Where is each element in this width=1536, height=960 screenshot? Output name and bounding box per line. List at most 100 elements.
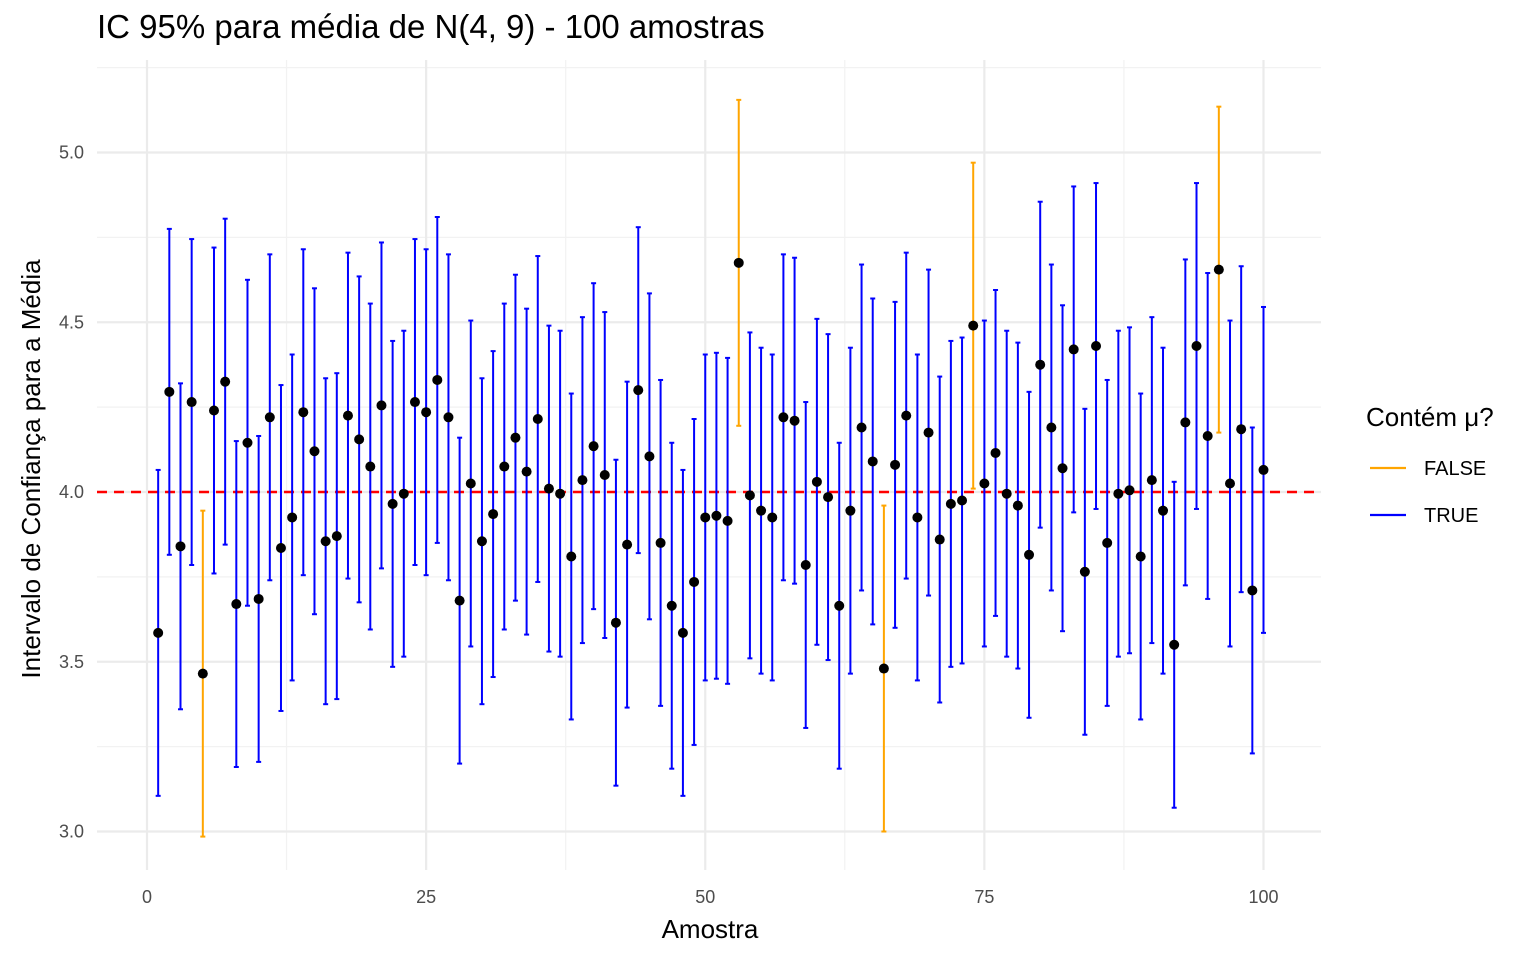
mean-point — [1247, 585, 1258, 596]
mean-point — [1001, 488, 1012, 499]
mean-point — [175, 541, 186, 552]
mean-point — [499, 461, 510, 472]
y-tick-label: 3.5 — [59, 652, 84, 672]
mean-point — [655, 537, 666, 548]
x-tick-label: 75 — [974, 887, 994, 907]
mean-point — [465, 478, 476, 489]
mean-point — [845, 505, 856, 516]
mean-point — [789, 415, 800, 426]
mean-point — [923, 427, 934, 438]
mean-point — [867, 456, 878, 467]
mean-point — [208, 405, 219, 416]
legend-entry: TRUE — [1370, 505, 1478, 527]
mean-point — [543, 483, 554, 494]
mean-point — [432, 374, 443, 385]
mean-point — [153, 627, 164, 638]
mean-point — [934, 534, 945, 545]
mean-point — [555, 488, 566, 499]
mean-point — [890, 459, 901, 470]
legend: Contém μ? FALSE TRUE — [1366, 402, 1494, 527]
mean-point — [1135, 551, 1146, 562]
mean-point — [1146, 475, 1157, 486]
mean-point — [700, 512, 711, 523]
mean-point — [1024, 549, 1035, 560]
mean-point — [253, 593, 264, 604]
mean-point — [354, 434, 365, 445]
mean-point — [800, 559, 811, 570]
mean-point — [365, 461, 376, 472]
mean-point — [476, 536, 487, 547]
mean-point — [376, 400, 387, 411]
mean-point — [287, 512, 298, 523]
mean-point — [421, 407, 432, 418]
mean-point — [912, 512, 923, 523]
mean-point — [1236, 424, 1247, 435]
mean-point — [957, 495, 968, 506]
mean-point — [756, 505, 767, 516]
mean-point — [1258, 464, 1269, 475]
points-layer — [153, 257, 1269, 679]
mean-point — [878, 663, 889, 674]
mean-point — [767, 512, 778, 523]
mean-point — [532, 414, 543, 425]
mean-point — [1113, 488, 1124, 499]
mean-point — [1202, 430, 1213, 441]
mean-point — [164, 386, 175, 397]
mean-point — [566, 551, 577, 562]
mean-point — [186, 397, 197, 408]
mean-point — [610, 617, 621, 628]
mean-point — [1068, 344, 1079, 355]
x-tick-label: 50 — [695, 887, 715, 907]
mean-point — [1057, 463, 1068, 474]
mean-point — [666, 600, 677, 611]
mean-point — [733, 257, 744, 268]
legend-entries: FALSE TRUE — [1370, 458, 1486, 527]
mean-point — [1225, 478, 1236, 489]
mean-point — [1158, 505, 1169, 516]
legend-label: TRUE — [1424, 505, 1478, 527]
mean-point — [979, 478, 990, 489]
mean-point — [331, 531, 342, 542]
x-tick-label: 0 — [142, 887, 152, 907]
mean-point — [488, 509, 499, 520]
mean-point — [220, 376, 231, 387]
mean-point — [599, 470, 610, 481]
mean-point — [242, 437, 253, 448]
mean-point — [644, 451, 655, 462]
mean-point — [1102, 537, 1113, 548]
y-tick-label: 4.5 — [59, 312, 84, 332]
mean-point — [1124, 485, 1135, 496]
mean-point — [309, 446, 320, 457]
legend-entry: FALSE — [1370, 458, 1486, 480]
legend-label: FALSE — [1424, 458, 1486, 480]
y-tick-label: 4.0 — [59, 482, 84, 502]
mean-point — [398, 488, 409, 499]
mean-point — [633, 385, 644, 396]
mean-point — [320, 536, 331, 547]
mean-point — [264, 412, 275, 423]
mean-point — [443, 412, 454, 423]
chart-title: IC 95% para média de N(4, 9) - 100 amost… — [97, 8, 765, 45]
y-tick-label: 5.0 — [59, 143, 84, 163]
mean-point — [1046, 422, 1057, 433]
mean-point — [722, 515, 733, 526]
mean-point — [711, 510, 722, 521]
mean-point — [1180, 417, 1191, 428]
mean-point — [945, 498, 956, 509]
mean-point — [197, 668, 208, 679]
y-axis-title: Intervalo de Confiança para a Média — [16, 259, 46, 679]
x-tick-label: 25 — [416, 887, 436, 907]
mean-point — [823, 492, 834, 503]
mean-point — [901, 410, 912, 421]
mean-point — [577, 475, 588, 486]
mean-point — [778, 412, 789, 423]
mean-point — [990, 447, 1001, 458]
mean-point — [968, 320, 979, 331]
mean-point — [588, 441, 599, 452]
mean-point — [856, 422, 867, 433]
mean-point — [387, 498, 398, 509]
mean-point — [1012, 500, 1023, 511]
mean-point — [689, 576, 700, 587]
mean-point — [510, 432, 521, 443]
